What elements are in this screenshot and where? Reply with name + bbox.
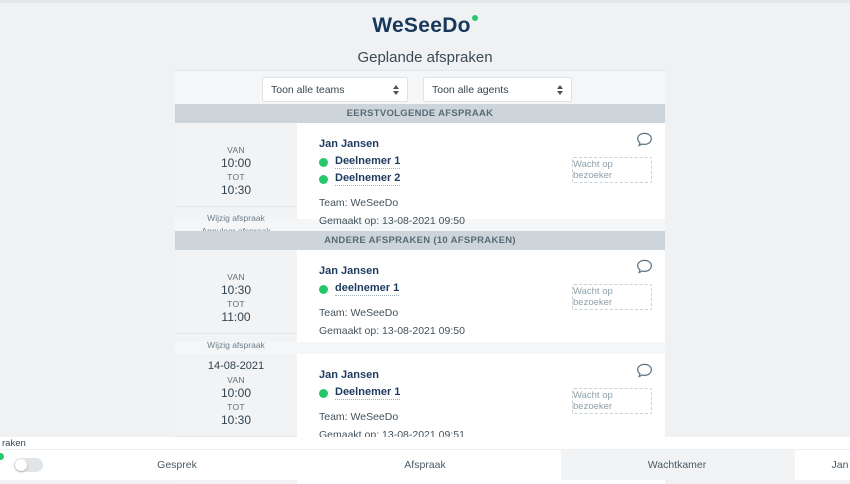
to-time: 10:30 — [220, 413, 252, 427]
to-label: TOT — [227, 172, 245, 182]
participant-name[interactable]: Deelnemer 1 — [335, 155, 401, 169]
appointment-card: VAN 10:00 TOT 10:30 Wijzig afspraak Annu… — [175, 123, 665, 236]
chat-bubble-icon[interactable] — [636, 363, 653, 383]
agent-select-value: Toon alle agents — [432, 83, 509, 96]
agent-name: Jan Jansen — [319, 369, 379, 381]
clipped-text: raken — [2, 438, 26, 449]
footer-bar: raken Gesprek Afspraak Wachtkamer Jan — [0, 437, 850, 480]
select-stepper-icon — [393, 84, 399, 95]
top-edge-strip — [0, 0, 850, 3]
toggle-knob — [15, 459, 27, 471]
appointment-card: VAN 10:30 TOT 11:00 Wijzig afspraak Annu… — [175, 250, 665, 363]
page-title: Geplande afspraken — [357, 49, 493, 66]
participant-row: deelnemer 1 — [319, 282, 665, 296]
from-time: 10:30 — [220, 283, 252, 297]
from-label: VAN — [227, 145, 245, 155]
tab-jan[interactable]: Jan — [831, 459, 849, 471]
to-label: TOT — [227, 299, 245, 309]
team-select-value: Toon alle teams — [271, 83, 345, 96]
participant-row: Deelnemer 1 — [319, 386, 665, 400]
appointment-details: Jan Jansen Deelnemer 1 Deelnemer 2 Team:… — [297, 123, 665, 227]
from-time: 10:00 — [220, 156, 252, 170]
online-status-icon — [319, 388, 328, 398]
wait-for-visitor-button[interactable]: Wacht op bezoeker — [572, 157, 652, 183]
appointment-time-panel: VAN 10:00 TOT 10:30 Wijzig afspraak Annu… — [175, 123, 297, 236]
appointment-details: Jan Jansen deelnemer 1 Team: WeSeeDo Gem… — [297, 250, 665, 342]
from-label: VAN — [227, 375, 245, 385]
divider — [175, 333, 297, 334]
created-info: Gemaakt op: 13-08-2021 09:50 — [319, 325, 465, 337]
participant-name[interactable]: deelnemer 1 — [335, 282, 400, 296]
participant-row: Deelnemer 1 — [319, 155, 665, 169]
wait-for-visitor-button[interactable]: Wacht op bezoeker — [572, 388, 652, 414]
section-header-next: EERSTVOLGENDE AFSPRAAK — [175, 104, 665, 123]
tab-wachtkamer[interactable]: Wachtkamer — [647, 459, 707, 471]
participant-name[interactable]: Deelnemer 2 — [335, 172, 401, 186]
agent-select[interactable]: Toon alle agents — [423, 77, 572, 102]
team-info: Team: WeSeeDo — [319, 307, 399, 319]
participant-name[interactable]: Deelnemer 1 — [335, 386, 401, 400]
logo-green-dot-icon — [471, 15, 478, 21]
tab-afspraak[interactable]: Afspraak — [404, 459, 446, 471]
status-green-dot-icon — [0, 453, 4, 460]
select-stepper-icon — [557, 84, 563, 95]
footer-top-strip: raken — [0, 437, 850, 450]
from-label: VAN — [227, 272, 245, 282]
edit-appointment-link[interactable]: Wijzig afspraak — [207, 340, 265, 350]
team-info: Team: WeSeeDo — [319, 411, 399, 423]
online-status-icon — [319, 174, 328, 184]
team-info: Team: WeSeeDo — [319, 197, 399, 209]
from-time: 10:00 — [220, 386, 252, 400]
to-time: 10:30 — [220, 183, 252, 197]
agent-name: Jan Jansen — [319, 265, 379, 277]
created-info: Gemaakt op: 13-08-2021 09:50 — [319, 215, 465, 227]
divider — [175, 206, 297, 207]
wachtkamer-tab-background[interactable] — [561, 450, 795, 480]
tab-gesprek[interactable]: Gesprek — [157, 459, 197, 471]
agent-name: Jan Jansen — [319, 138, 379, 150]
app-logo: WeSeeDo — [0, 14, 850, 38]
main-content: Toon alle teams Toon alle agents EERSTVO… — [175, 70, 665, 484]
chat-bubble-icon[interactable] — [636, 259, 653, 279]
to-label: TOT — [227, 402, 245, 412]
availability-toggle[interactable] — [14, 458, 43, 472]
chat-bubble-icon[interactable] — [636, 132, 653, 152]
online-status-icon — [319, 284, 328, 294]
footer-tab-row: Gesprek Afspraak Wachtkamer Jan — [0, 450, 850, 480]
to-time: 11:00 — [221, 310, 251, 324]
online-status-icon — [319, 157, 328, 167]
appointment-time-panel: VAN 10:30 TOT 11:00 Wijzig afspraak Annu… — [175, 250, 297, 363]
app-logo-text: WeSeeDo — [372, 14, 471, 37]
appointment-date: 14-08-2021 — [207, 360, 265, 372]
divider — [175, 436, 297, 437]
participant-row: Deelnemer 2 — [319, 172, 665, 186]
wait-for-visitor-button[interactable]: Wacht op bezoeker — [572, 284, 652, 310]
team-select[interactable]: Toon alle teams — [262, 77, 408, 102]
section-header-other: ANDERE AFSPRAKEN (10 AFSPRAKEN) — [175, 231, 665, 250]
edit-appointment-link[interactable]: Wijzig afspraak — [207, 213, 265, 223]
